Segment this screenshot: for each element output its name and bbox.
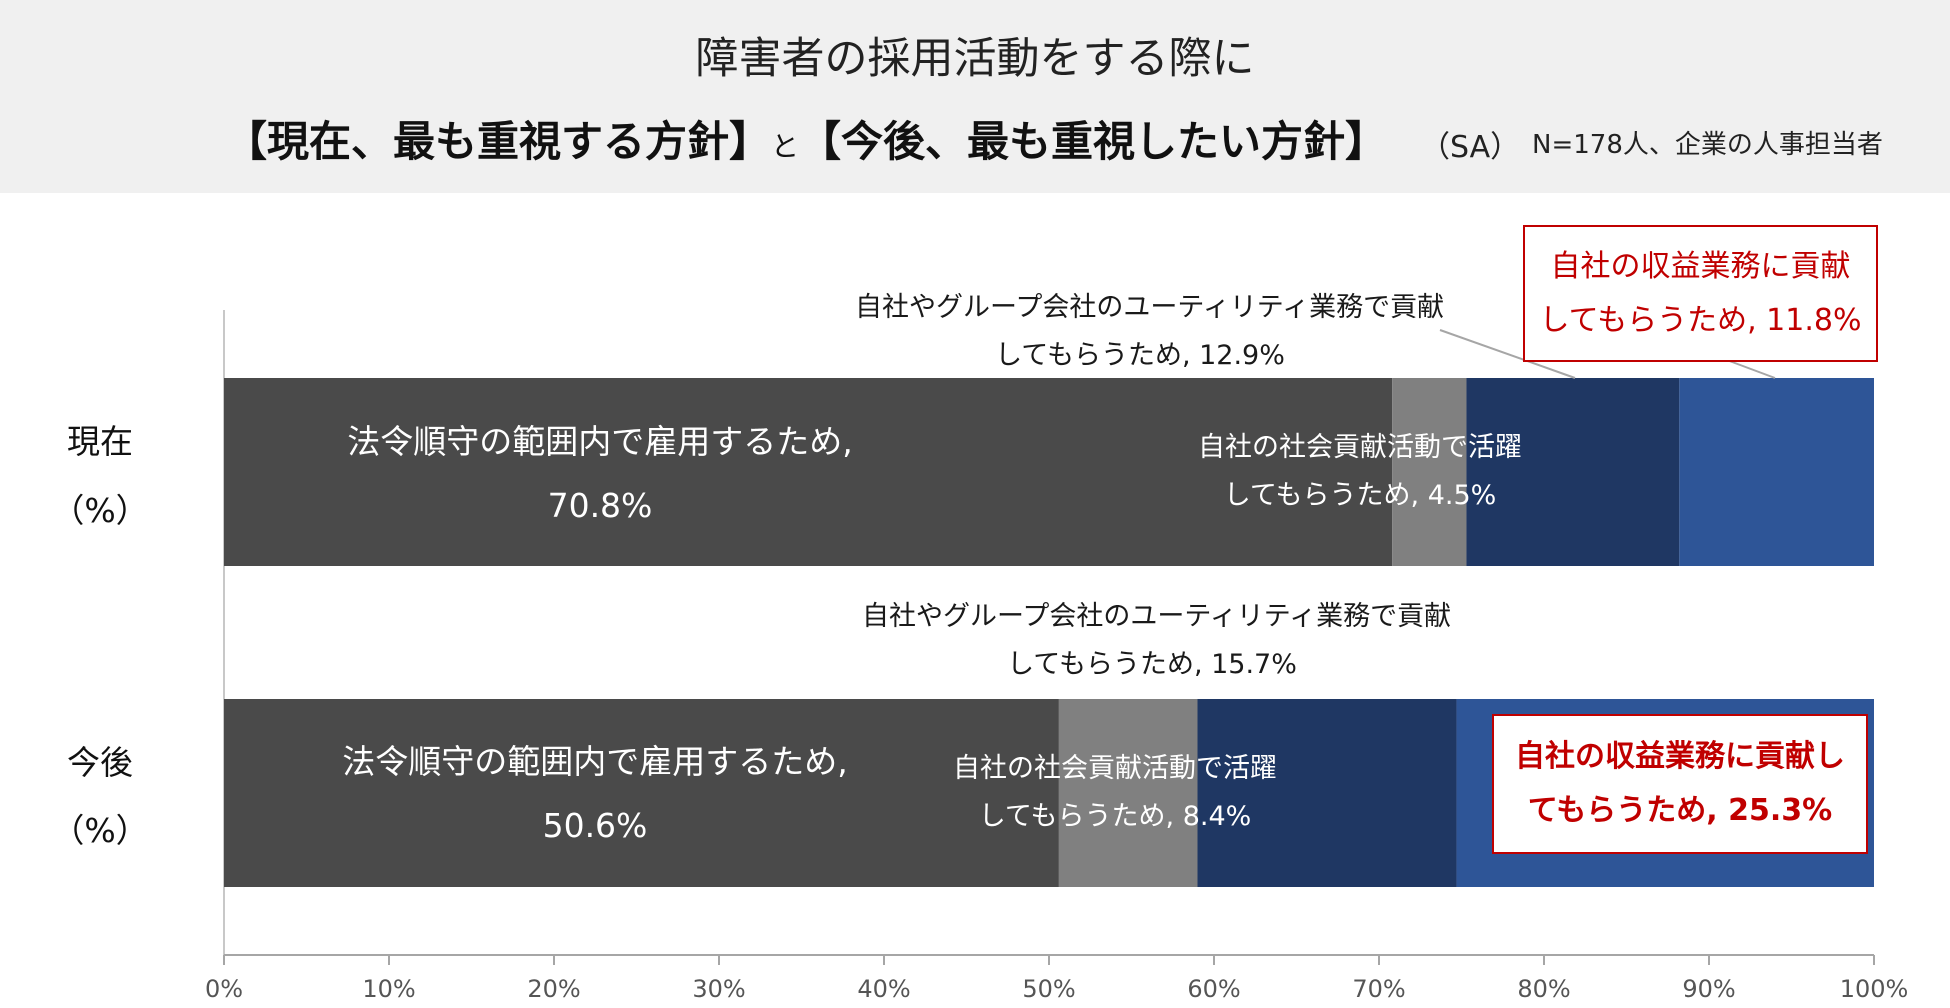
subtitle-future: 【今後、最も重視したい方針】 — [799, 117, 1388, 166]
x-tick-label: 20% — [527, 975, 581, 1003]
label-now-social: 自社の社会貢献活動で活躍 してもらうため, 4.5% — [1198, 432, 1522, 511]
bar-segment — [224, 699, 1059, 887]
row-unit-future: （%） — [51, 811, 149, 850]
x-tick-label: 0% — [204, 975, 244, 1003]
row-label-current: 現在 — [67, 422, 133, 461]
label-now-utility: 自社やグループ会社のユーティリティ業務で貢献 してもらうため, 12.9% — [855, 292, 1445, 371]
subtitle-current: 【現在、最も重視する方針】 — [225, 117, 772, 166]
x-tick-label: 100% — [1839, 975, 1909, 1003]
subtitle-connector: と — [771, 130, 800, 163]
label-fut-utility: 自社やグループ会社のユーティリティ業務で貢献 してもらうため, 15.7% — [862, 601, 1452, 680]
label-fut-social: 自社の社会貢献活動で活躍 してもらうため, 8.4% — [953, 753, 1277, 832]
sample-note: N=178人、企業の人事担当者 — [1532, 130, 1883, 160]
row-label-future: 今後 — [67, 743, 133, 782]
bar-segment — [1058, 699, 1198, 887]
chart-header: 障害者の採用活動をする際に 【現在、最も重視する方針】と【今後、最も重視したい方… — [0, 0, 1950, 193]
chart-subtitle: 【現在、最も重視する方針】と【今後、最も重視したい方針】 — [225, 108, 1387, 169]
x-tick-label: 80% — [1517, 975, 1571, 1003]
x-tick-label: 60% — [1187, 975, 1241, 1003]
label-fut-revenue: 自社の収益業務に貢献し てもらうため, 25.3% — [1492, 714, 1868, 854]
x-tick-label: 40% — [857, 975, 911, 1003]
bar-segment — [1466, 378, 1680, 566]
x-tick-label: 50% — [1022, 975, 1076, 1003]
x-tick-label: 90% — [1682, 975, 1736, 1003]
x-tick-label: 70% — [1352, 975, 1406, 1003]
chart-title: 障害者の採用活動をする際に — [695, 34, 1255, 84]
label-now-revenue: 自社の収益業務に貢献 してもらうため, 11.8% — [1523, 225, 1878, 362]
bar-segment — [1392, 378, 1467, 566]
x-tick-label: 10% — [362, 975, 416, 1003]
x-tick-label: 30% — [692, 975, 746, 1003]
leader-line-utility — [1439, 329, 1576, 379]
sa-label: （SA） — [1420, 130, 1521, 165]
bar-segment — [1679, 378, 1874, 566]
bar-segment — [224, 378, 1393, 566]
label-fut-compliance: 法令順守の範囲内で雇用するため, 50.6% — [342, 742, 848, 845]
bar-segment — [1197, 699, 1457, 887]
row-unit-current: （%） — [51, 491, 149, 530]
label-now-compliance: 法令順守の範囲内で雇用するため, 70.8% — [347, 422, 853, 525]
